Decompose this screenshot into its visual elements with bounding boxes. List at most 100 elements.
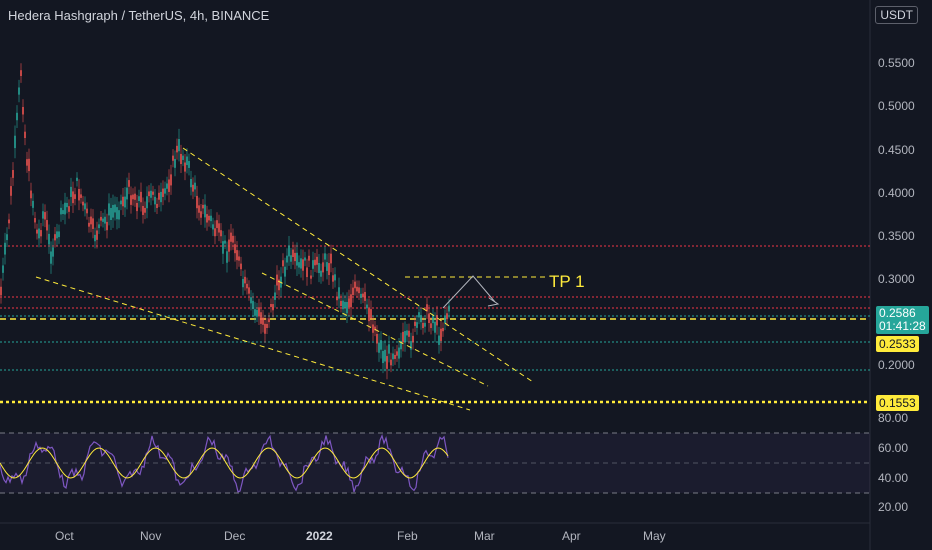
candle-body [288,245,290,257]
candle-body [242,278,244,288]
candle-body [360,293,362,298]
candle-body [382,351,384,364]
currency-button[interactable]: USDT [875,6,918,24]
candle-body [112,204,114,218]
candle-body [356,286,358,292]
candle-body [248,287,250,294]
price-tick: 0.3000 [878,272,915,286]
candle-body [132,194,134,200]
candle-body [138,196,140,202]
candle-body [194,182,196,190]
time-tick: May [643,529,666,543]
candle-body [186,156,188,166]
candle-body [0,286,2,296]
price-axis[interactable]: 0.5500 0.5000 0.4500 0.4000 0.3500 0.300… [870,0,932,550]
candle-body [214,228,216,237]
candle-body [154,196,156,205]
time-axis[interactable]: Oct Nov Dec 2022 Feb Mar Apr May [0,524,870,550]
candle-body [198,205,200,213]
candle-body [8,219,10,224]
support-lines [0,315,870,371]
candle-body [206,214,208,223]
candle-body [376,333,378,344]
candle-body [426,304,428,312]
candle-body [306,267,308,278]
candle-body [398,347,400,359]
candle-body [166,183,168,189]
candle-body [22,107,24,115]
price-tick: 0.5000 [878,99,915,113]
candle-body [42,211,44,219]
candle-body [76,177,78,181]
candle-body [164,188,166,194]
candle-body [282,260,284,267]
candle-body [102,218,104,222]
candle-body [144,207,146,213]
candle-body [34,218,36,223]
candle-body [418,312,420,318]
candle-body [134,193,136,200]
candle-body [208,215,210,221]
candle-body [40,230,42,237]
candle-body [334,274,336,281]
candle-body [268,318,270,323]
candle-body [254,309,256,316]
trendlines[interactable] [35,147,545,411]
time-tick: Nov [140,529,162,543]
candle-body [74,194,76,199]
candle-body [218,223,220,233]
candle-body [298,262,300,268]
candle-body [178,139,180,152]
candle-body [448,305,450,312]
candle-body [330,253,332,264]
candle-body [158,192,160,200]
price-tick: 0.5500 [878,56,915,70]
candle-body [324,253,326,260]
candle-body [320,270,322,277]
candle-body [196,195,198,209]
candle-body [258,307,260,317]
candle-body [296,252,298,266]
candle-body [222,241,224,254]
candle-body [344,301,346,308]
candle-body [114,204,116,213]
candle-body [176,145,178,153]
candle-body [150,190,152,198]
candle-body [10,186,12,196]
candle-body [274,292,276,300]
candle-body [424,322,426,327]
candle-body [284,266,286,277]
time-tick: 2022 [306,529,333,543]
candle-body [72,191,74,204]
candle-body [342,300,344,310]
candle-body [124,196,126,208]
tp-label[interactable]: TP 1 [549,272,585,291]
level-tag: 0.2533 [876,336,919,352]
candle-body [18,87,20,95]
candle-body [82,201,84,206]
candle-body [160,191,162,203]
candle-body [264,323,266,334]
candle-body [400,340,402,350]
candle-body [266,323,268,328]
candle-body [46,220,48,231]
candle-body [68,206,70,212]
candle-body [442,327,444,332]
time-tick: Dec [224,529,246,543]
candle-body [438,335,440,345]
candle-body [6,234,8,241]
candle-body [366,304,368,309]
candle-body [48,233,50,245]
candle-body [294,252,296,262]
candle-body [162,188,164,197]
candle-body [100,216,102,221]
candle-body [262,317,264,325]
projection-arrow[interactable] [442,275,500,309]
candle-body [300,258,302,269]
candle-body [346,301,348,314]
candle-body [128,180,130,187]
candle-body [188,161,190,168]
candle-body [2,265,4,273]
time-tick: Apr [562,529,581,543]
